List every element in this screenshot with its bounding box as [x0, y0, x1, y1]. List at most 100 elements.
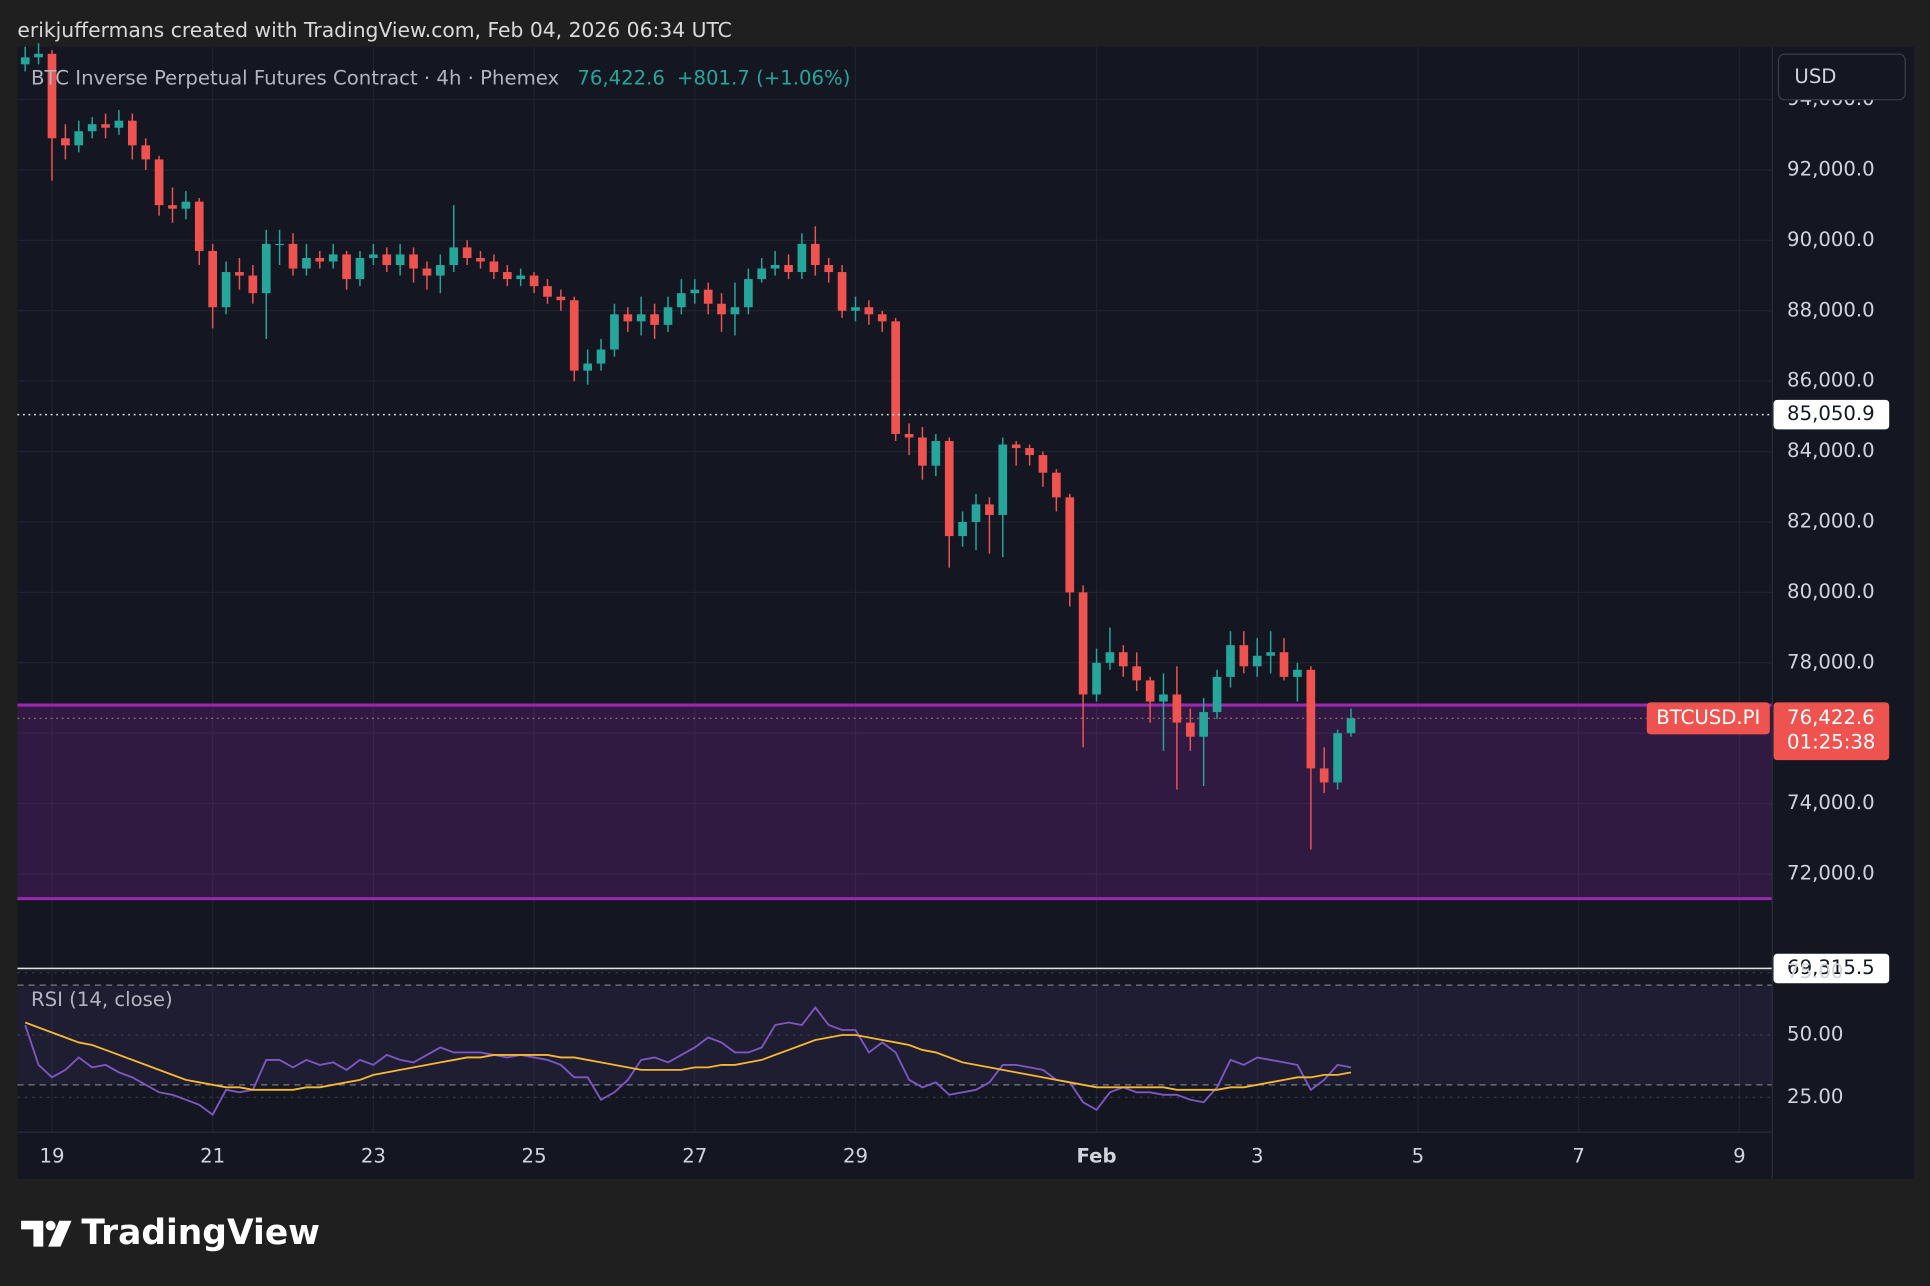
candle-body [677, 293, 686, 308]
candle-body [1172, 694, 1182, 723]
candle-body [1226, 645, 1235, 677]
candle-body [1239, 645, 1249, 667]
candle-body [1306, 669, 1316, 769]
zone [17, 705, 1773, 899]
x-tick-label: 7 [1572, 1144, 1585, 1167]
y-tick-label: 82,000.0 [1787, 509, 1875, 532]
candle-body [435, 265, 445, 276]
x-tick-label: 23 [361, 1144, 386, 1167]
candle-body [87, 124, 97, 132]
candle-body [1293, 669, 1302, 677]
candle-body [449, 247, 459, 266]
candle-body [315, 257, 325, 262]
y-tick-label: 80,000.0 [1787, 580, 1875, 603]
candle-body [770, 265, 780, 269]
candle-body [1333, 733, 1342, 783]
candle-body [877, 314, 887, 322]
candle-body [864, 307, 874, 315]
candle-body [101, 124, 110, 128]
price-level-label: 69,315.5 [1787, 956, 1875, 979]
rsi-tick-label: 75.00 [1787, 960, 1843, 983]
candle-body [931, 441, 941, 466]
candle-body [355, 257, 365, 280]
rsi-tick-label: 25.00 [1787, 1085, 1843, 1108]
candle-body [784, 265, 793, 273]
y-tick-label: 74,000.0 [1787, 791, 1875, 814]
indicator-title: RSI (14, close) [31, 988, 173, 1011]
candle-body [382, 254, 392, 266]
candle-body [141, 145, 151, 160]
x-tick-label: 25 [522, 1144, 547, 1167]
candle-body [1052, 472, 1061, 498]
countdown: 01:25:38 [1787, 730, 1875, 753]
plot [17, 43, 1773, 1117]
candle-body [998, 444, 1008, 515]
header: erikjuffermans created with TradingView.… [17, 18, 731, 42]
candle-body [1078, 592, 1088, 695]
candle-body [985, 504, 994, 515]
candle-body [1346, 718, 1356, 734]
price-change: +801.7 (+1.06%) [677, 66, 850, 89]
candle-body [476, 257, 485, 262]
logo-shape [21, 1220, 44, 1247]
candle-body [744, 279, 753, 308]
candle-body [824, 265, 834, 273]
y-tick-label: 78,000.0 [1787, 650, 1875, 673]
candle-body [409, 254, 418, 269]
rsi-tick-label: 50.00 [1787, 1022, 1843, 1045]
x-tick-label: 27 [682, 1144, 707, 1167]
candle-body [1011, 444, 1021, 449]
candle-body [851, 307, 860, 311]
candle-body [328, 254, 338, 262]
candle-body [1252, 655, 1262, 667]
candle-body [127, 120, 137, 146]
candle-body [623, 314, 633, 322]
candle-body [516, 275, 525, 280]
candle-body [235, 272, 244, 276]
logo-dot [45, 1220, 56, 1231]
candle-body [47, 53, 57, 139]
last-price-box [1773, 702, 1890, 761]
candle-body [342, 254, 351, 280]
candle-body [208, 250, 218, 308]
symbol-label: BTCUSD.PI [1656, 706, 1760, 729]
candle-body [1025, 448, 1034, 456]
y-tick-label: 92,000.0 [1787, 157, 1875, 180]
candle-body [302, 257, 311, 269]
candle-body [797, 243, 807, 273]
last-price-axis-label: 76,422.6 [1787, 706, 1875, 729]
currency-label[interactable]: USD [1794, 65, 1836, 88]
candle-body [1038, 455, 1048, 473]
candle-body [462, 247, 472, 258]
candle-body [636, 314, 646, 322]
candle-body [489, 261, 499, 273]
candle-body [154, 159, 164, 206]
candle-body [194, 201, 204, 251]
candle-body [904, 433, 914, 438]
candle-body [650, 314, 659, 325]
candle-body [569, 300, 579, 371]
currency-button[interactable] [1777, 53, 1906, 101]
logo-shape [48, 1220, 72, 1247]
candle-body [1132, 666, 1142, 681]
candle-body [556, 296, 566, 301]
x-tick-label: 5 [1412, 1144, 1425, 1167]
candle-body [944, 441, 954, 537]
candle-body [663, 307, 673, 325]
candle-body [730, 307, 740, 315]
price-level-box [1773, 399, 1890, 430]
candle-body [583, 363, 593, 371]
candle-body [1065, 497, 1075, 593]
x-tick-label: Feb [1076, 1144, 1116, 1167]
candle-body [181, 201, 191, 209]
candle-body [971, 504, 981, 522]
brand-logo: TradingView [21, 1213, 320, 1253]
candle-body [1118, 652, 1128, 667]
price-level-label: 85,050.9 [1787, 402, 1875, 425]
candle-body [275, 243, 284, 246]
x-tick-label: 19 [39, 1144, 64, 1167]
candle-body [221, 272, 231, 308]
chart-title: BTC Inverse Perpetual Futures Contract ·… [31, 66, 559, 89]
candle-body [690, 289, 700, 294]
